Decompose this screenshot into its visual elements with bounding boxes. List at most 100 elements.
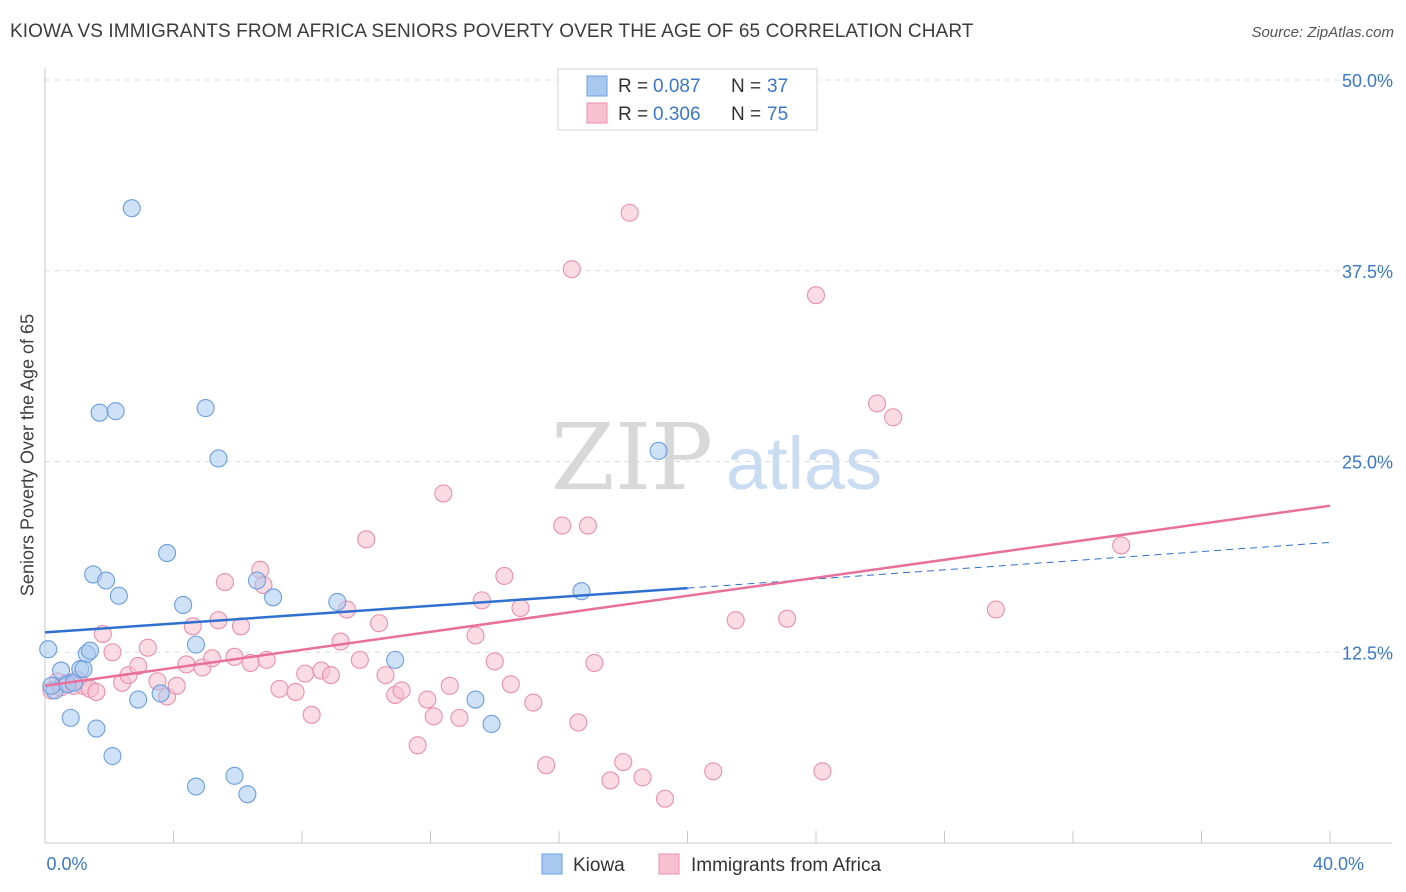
kiowa-point xyxy=(80,641,100,660)
africa-point xyxy=(704,762,723,781)
x-tick-label: 40.0% xyxy=(1313,854,1364,874)
kiowa-point xyxy=(482,714,501,734)
africa-point xyxy=(614,753,633,772)
africa-point xyxy=(655,789,675,808)
africa-point xyxy=(296,664,315,683)
africa-point xyxy=(578,516,597,535)
africa-point xyxy=(331,632,350,651)
africa-point xyxy=(633,768,652,787)
africa-point xyxy=(286,682,305,701)
kiowa-point xyxy=(572,582,591,601)
kiowa-point xyxy=(96,571,116,590)
africa-point xyxy=(129,656,148,676)
africa-point xyxy=(434,484,453,503)
kiowa-point xyxy=(328,592,347,611)
kiowa-point xyxy=(238,785,257,804)
africa-point xyxy=(884,408,903,427)
chart-source: Source: ZipAtlas.com xyxy=(1251,24,1394,41)
kiowa-point xyxy=(247,571,267,590)
legend-swatch-kiowa xyxy=(586,75,608,97)
africa-point xyxy=(620,203,639,222)
legend-n-label-africa: N = xyxy=(731,104,761,125)
kiowa-point xyxy=(122,199,141,218)
africa-point xyxy=(408,736,427,755)
kiowa-trend-line xyxy=(44,586,688,634)
africa-point xyxy=(418,690,437,709)
legend-n-value-kiowa: 37 xyxy=(767,76,788,97)
kiowa-point xyxy=(186,635,206,654)
kiowa-point xyxy=(209,449,228,468)
kiowa-point xyxy=(386,650,405,669)
y-tick-label: 37.5% xyxy=(1342,262,1393,282)
africa-point xyxy=(370,614,389,633)
kiowa-point xyxy=(151,684,170,703)
africa-point xyxy=(726,611,745,630)
africa-point xyxy=(813,762,832,781)
africa-trend-line xyxy=(44,504,1331,688)
kiowa-point xyxy=(61,708,80,727)
africa-point xyxy=(87,682,106,701)
bottom-legend-label-kiowa: Kiowa xyxy=(573,855,625,876)
legend-r-value-africa: 0.306 xyxy=(653,104,701,125)
legend-n-value-africa: 75 xyxy=(767,104,788,125)
kiowa-point xyxy=(90,403,109,422)
tick-labels: 12.5% 25.0% 37.5% 50.0% 0.0% 40.0% xyxy=(46,71,1393,874)
africa-point xyxy=(225,647,244,666)
africa-point xyxy=(270,679,289,698)
kiowa-point xyxy=(74,659,93,679)
africa-point xyxy=(466,626,485,645)
africa-point xyxy=(553,516,572,535)
correlation-legend: R = 0.087 N = 37 R = 0.306 N = 75 xyxy=(557,68,818,131)
chart-title: KIOWA VS IMMIGRANTS FROM AFRICA SENIORS … xyxy=(10,21,974,42)
axes xyxy=(44,68,1392,844)
africa-point xyxy=(138,638,157,657)
data-points xyxy=(39,199,1131,808)
legend-n-label-kiowa: N = xyxy=(731,76,761,97)
africa-point xyxy=(867,394,887,413)
africa-point xyxy=(167,676,186,695)
africa-point xyxy=(501,675,520,694)
africa-point xyxy=(215,573,234,592)
kiowa-point xyxy=(158,544,177,563)
kiowa-point xyxy=(174,595,193,614)
africa-point xyxy=(601,771,620,790)
y-tick-label: 12.5% xyxy=(1342,643,1393,663)
bottom-legend-swatch-kiowa xyxy=(541,853,563,875)
africa-point xyxy=(321,666,340,685)
africa-point xyxy=(524,693,543,712)
bottom-legend-swatch-africa xyxy=(658,853,680,875)
bottom-legend-label-africa: Immigrants from Africa xyxy=(691,855,881,876)
africa-point xyxy=(485,652,504,671)
x-tick-label: 0.0% xyxy=(46,854,87,874)
africa-point xyxy=(1112,536,1131,555)
africa-point xyxy=(569,713,588,732)
africa-point xyxy=(537,756,556,775)
africa-point xyxy=(183,617,202,636)
kiowa-point xyxy=(103,746,122,766)
series-legend: Kiowa Immigrants from Africa xyxy=(541,853,881,876)
kiowa-point xyxy=(466,690,485,709)
africa-point xyxy=(495,566,514,586)
kiowa-point xyxy=(109,586,128,605)
africa-point xyxy=(357,530,376,549)
africa-point xyxy=(376,666,395,685)
kiowa-point xyxy=(186,777,206,796)
africa-point xyxy=(986,600,1005,619)
kiowa-point xyxy=(196,399,215,418)
watermark: ZIP atlas xyxy=(551,404,882,511)
watermark-atlas: atlas xyxy=(726,422,882,505)
africa-point xyxy=(562,260,581,279)
africa-point xyxy=(511,598,530,618)
legend-swatch-africa xyxy=(586,102,608,124)
africa-point xyxy=(350,650,369,669)
kiowa-point xyxy=(225,766,244,785)
africa-point xyxy=(302,705,321,724)
y-tick-label: 50.0% xyxy=(1342,71,1393,91)
africa-point xyxy=(440,676,459,695)
trend-lines xyxy=(44,504,1331,688)
africa-point xyxy=(778,609,797,628)
kiowa-point xyxy=(264,588,283,607)
legend-r-value-kiowa: 0.087 xyxy=(653,76,701,97)
kiowa-point xyxy=(129,690,148,709)
